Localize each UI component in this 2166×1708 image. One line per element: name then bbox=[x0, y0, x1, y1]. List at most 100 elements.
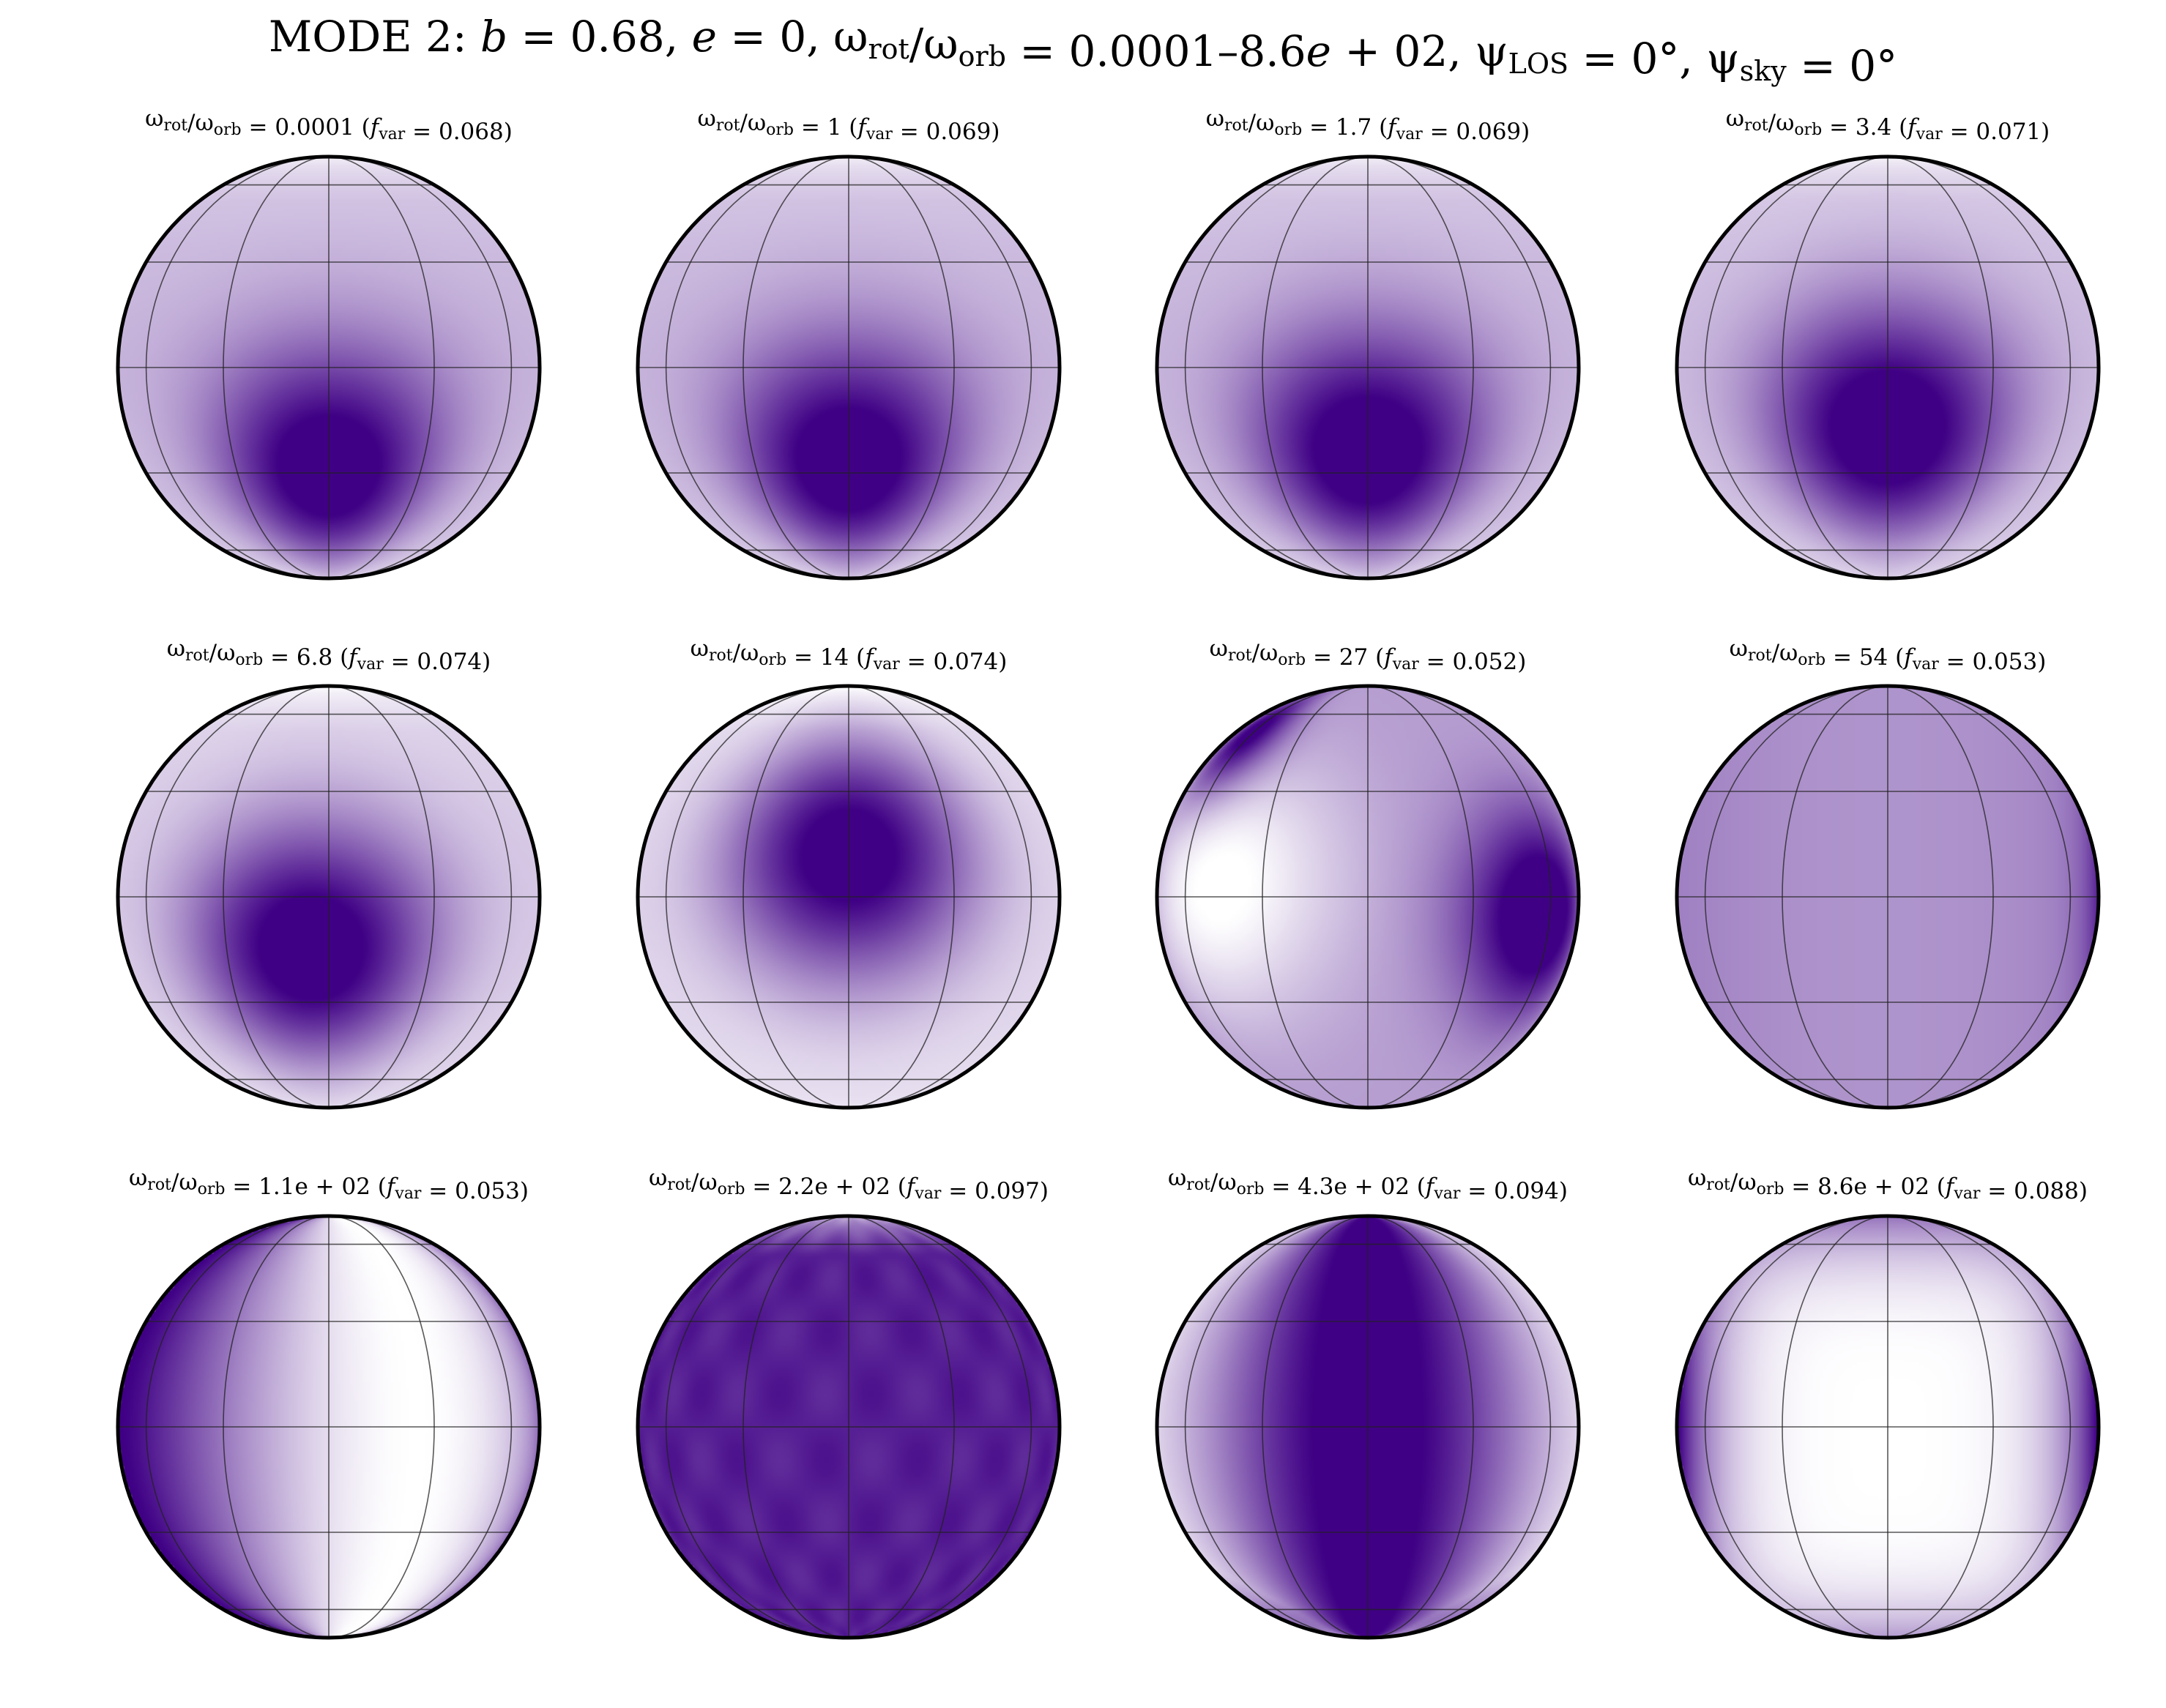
graticule-line bbox=[1184, 1216, 1369, 1638]
graticule-line bbox=[1367, 686, 1552, 1108]
graticule bbox=[1157, 1216, 1579, 1638]
graticule-line bbox=[1704, 157, 1888, 578]
graticule-line bbox=[848, 157, 1032, 578]
figure-title-part: e bbox=[692, 12, 717, 61]
graticule-line bbox=[1262, 1216, 1369, 1638]
graticule-line bbox=[145, 157, 330, 578]
graticule-line bbox=[1887, 1216, 2072, 1638]
globe-limb bbox=[636, 684, 1062, 1110]
graticule-line bbox=[1184, 686, 1369, 1108]
panel-title: ωrot/ωorb = 8.6e + 02 (fvar = 0.088) bbox=[1688, 1165, 2088, 1204]
figure-title-part: sky bbox=[1740, 55, 1787, 87]
graticule-line bbox=[743, 686, 849, 1108]
graticule bbox=[118, 686, 540, 1108]
graticule-line bbox=[665, 1216, 849, 1638]
figure-title-part: + 02, ψ bbox=[1331, 26, 1508, 76]
panel-title: ωrot/ωorb = 1 (fvar = 0.069) bbox=[698, 105, 1000, 145]
graticule-line bbox=[848, 1216, 1032, 1638]
globe-panel: ωrot/ωorb = 1 (fvar = 0.069) bbox=[636, 105, 1062, 581]
panel-title: ωrot/ωorb = 3.4 (fvar = 0.071) bbox=[1726, 105, 2050, 145]
graticule-line bbox=[848, 686, 1032, 1108]
graticule-line bbox=[328, 157, 435, 578]
graticule bbox=[1157, 686, 1579, 1108]
globe-limb bbox=[1155, 154, 1581, 581]
graticule-line bbox=[1367, 1216, 1552, 1638]
panel-title: ωrot/ωorb = 0.0001 (fvar = 0.068) bbox=[145, 105, 513, 145]
graticule-line bbox=[1887, 157, 2072, 578]
figure-title-part: = 0°, ψ bbox=[1568, 34, 1740, 83]
graticule-line bbox=[1704, 1216, 1888, 1638]
graticule-line bbox=[1887, 686, 1994, 1108]
graticule-line bbox=[1184, 157, 1369, 578]
graticule-line bbox=[665, 686, 849, 1108]
panel-grid: ωrot/ωorb = 0.0001 (fvar = 0.068) ωrot/ωo… bbox=[116, 105, 2101, 1640]
panel-title: ωrot/ωorb = 27 (fvar = 0.052) bbox=[1210, 635, 1527, 675]
figure-title-part: /ω bbox=[909, 19, 959, 69]
figure-title-part: MODE 2: bbox=[269, 12, 480, 61]
graticule bbox=[118, 157, 540, 578]
figure-title-part: e bbox=[1306, 26, 1331, 76]
graticule-line bbox=[1704, 686, 1888, 1108]
graticule-line bbox=[743, 1216, 849, 1638]
graticule-line bbox=[848, 686, 955, 1108]
graticule-line bbox=[1262, 686, 1369, 1108]
globe-limb bbox=[1675, 1214, 2101, 1640]
globe-panel: ωrot/ωorb = 0.0001 (fvar = 0.068) bbox=[116, 105, 542, 581]
graticule bbox=[1677, 1216, 2099, 1638]
graticule-line bbox=[145, 1216, 330, 1638]
globe-limb bbox=[636, 154, 1062, 581]
graticule bbox=[638, 1216, 1060, 1638]
graticule bbox=[118, 1216, 540, 1638]
globe-panel: ωrot/ωorb = 3.4 (fvar = 0.071) bbox=[1675, 105, 2101, 581]
panel-title: ωrot/ωorb = 4.3e + 02 (fvar = 0.094) bbox=[1168, 1165, 1568, 1204]
globe-panel: ωrot/ωorb = 14 (fvar = 0.074) bbox=[636, 635, 1062, 1110]
graticule-line bbox=[1367, 157, 1552, 578]
globe-limb bbox=[116, 154, 542, 581]
graticule bbox=[638, 686, 1060, 1108]
graticule-line bbox=[1367, 1216, 1474, 1638]
figure-title-part: = 0° bbox=[1787, 41, 1897, 91]
graticule-line bbox=[145, 686, 330, 1108]
globe-panel: ωrot/ωorb = 1.1e + 02 (fvar = 0.053) bbox=[116, 1165, 542, 1640]
figure-title-part: b bbox=[480, 12, 507, 61]
globe-limb bbox=[116, 1214, 542, 1640]
graticule-line bbox=[328, 1216, 513, 1638]
graticule bbox=[1677, 157, 2099, 578]
graticule-line bbox=[1782, 1216, 1888, 1638]
globe-panel: ωrot/ωorb = 6.8 (fvar = 0.074) bbox=[116, 635, 542, 1110]
graticule-line bbox=[1887, 1216, 1994, 1638]
globe-limb bbox=[1155, 1214, 1581, 1640]
globe-limb bbox=[1675, 684, 2101, 1110]
globe-panel: ωrot/ωorb = 2.2e + 02 (fvar = 0.097) bbox=[636, 1165, 1062, 1640]
panel-title: ωrot/ωorb = 54 (fvar = 0.053) bbox=[1730, 635, 2047, 675]
figure-title: MODE 2: b = 0.68, e = 0, ωrot/ωorb = 0.0… bbox=[269, 12, 1897, 91]
graticule-line bbox=[328, 1216, 435, 1638]
graticule-line bbox=[223, 157, 330, 578]
graticule-line bbox=[665, 157, 849, 578]
figure-title-part: rot bbox=[868, 33, 909, 65]
panel-title: ωrot/ωorb = 2.2e + 02 (fvar = 0.097) bbox=[649, 1165, 1049, 1204]
figure-title-part: = 0.0001–8.6 bbox=[1006, 26, 1306, 76]
graticule-line bbox=[743, 157, 849, 578]
graticule-line bbox=[1262, 157, 1369, 578]
globe-limb bbox=[1155, 684, 1581, 1110]
globe-limb bbox=[116, 684, 542, 1110]
globe-limb bbox=[1675, 154, 2101, 581]
figure-title-part: orb bbox=[959, 40, 1006, 72]
globe-panel: ωrot/ωorb = 8.6e + 02 (fvar = 0.088) bbox=[1675, 1165, 2101, 1640]
globe-panel: ωrot/ωorb = 27 (fvar = 0.052) bbox=[1155, 635, 1581, 1110]
globe-panel: ωrot/ωorb = 54 (fvar = 0.053) bbox=[1675, 635, 2101, 1110]
globe-panel: ωrot/ωorb = 4.3e + 02 (fvar = 0.094) bbox=[1155, 1165, 1581, 1640]
panel-title: ωrot/ωorb = 6.8 (fvar = 0.074) bbox=[167, 635, 491, 675]
graticule-line bbox=[1367, 686, 1474, 1108]
graticule-line bbox=[1367, 157, 1474, 578]
globe-limb bbox=[636, 1214, 1062, 1640]
graticule-line bbox=[223, 1216, 330, 1638]
graticule-line bbox=[848, 1216, 955, 1638]
panel-title: ωrot/ωorb = 14 (fvar = 0.074) bbox=[691, 635, 1008, 675]
graticule-line bbox=[328, 686, 513, 1108]
graticule-line bbox=[328, 157, 513, 578]
figure-title-part: LOS bbox=[1508, 48, 1568, 80]
graticule bbox=[1157, 157, 1579, 578]
